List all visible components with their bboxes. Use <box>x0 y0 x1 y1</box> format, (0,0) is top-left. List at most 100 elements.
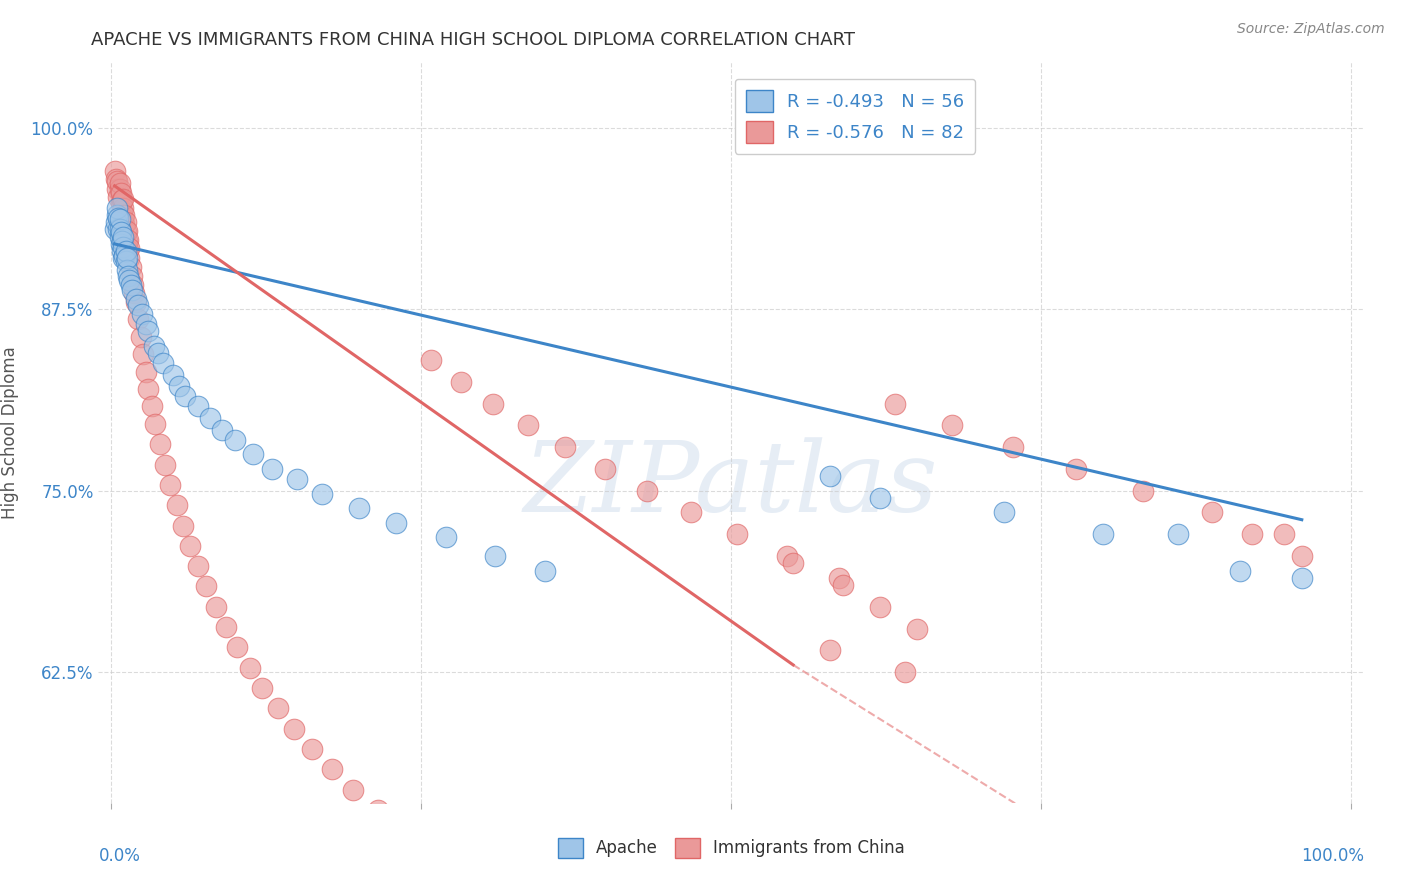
Point <box>105 201 128 215</box>
Point <box>725 527 748 541</box>
Point <box>198 411 221 425</box>
Point <box>115 252 138 266</box>
Point <box>114 254 136 268</box>
Text: ZIPatlas: ZIPatlas <box>524 437 938 533</box>
Point <box>179 539 201 553</box>
Point <box>367 803 389 817</box>
Point <box>516 418 538 433</box>
Point <box>391 823 413 838</box>
Point <box>114 244 136 259</box>
Text: 0.0%: 0.0% <box>98 847 141 865</box>
Point <box>135 317 157 331</box>
Point <box>105 182 128 196</box>
Point <box>941 418 963 433</box>
Point <box>224 433 246 447</box>
Point <box>114 208 136 222</box>
Point <box>534 564 557 578</box>
Point <box>117 268 139 283</box>
Point <box>162 368 184 382</box>
Point <box>118 252 141 266</box>
Point <box>1167 527 1189 541</box>
Point <box>311 486 333 500</box>
Point <box>267 701 290 715</box>
Text: Source: ZipAtlas.com: Source: ZipAtlas.com <box>1237 22 1385 37</box>
Point <box>1229 564 1251 578</box>
Point <box>434 530 457 544</box>
Point <box>828 571 851 585</box>
Point <box>112 240 135 254</box>
Point <box>112 229 135 244</box>
Point <box>104 215 127 229</box>
Point <box>120 277 142 292</box>
Point <box>108 212 131 227</box>
Point <box>831 578 853 592</box>
Point <box>1201 506 1223 520</box>
Point <box>146 345 169 359</box>
Point <box>894 665 917 680</box>
Point <box>250 681 273 695</box>
Point <box>118 273 141 287</box>
Legend: Apache, Immigrants from China: Apache, Immigrants from China <box>551 831 911 865</box>
Point <box>107 190 129 204</box>
Point <box>112 252 135 266</box>
Point <box>167 379 190 393</box>
Point <box>114 248 136 262</box>
Point <box>155 458 177 472</box>
Point <box>347 501 370 516</box>
Point <box>114 217 136 231</box>
Point <box>136 382 159 396</box>
Point <box>105 208 128 222</box>
Point <box>482 396 505 410</box>
Point <box>108 229 131 244</box>
Point <box>114 225 136 239</box>
Point <box>1291 549 1313 563</box>
Point <box>111 203 134 218</box>
Point <box>108 182 131 196</box>
Point <box>124 295 146 310</box>
Point <box>118 241 141 255</box>
Point <box>108 176 131 190</box>
Point <box>301 742 323 756</box>
Point <box>117 243 139 257</box>
Point <box>115 263 138 277</box>
Point <box>239 661 262 675</box>
Point <box>149 437 172 451</box>
Point <box>122 277 145 292</box>
Point <box>172 518 194 533</box>
Point <box>127 312 149 326</box>
Point <box>1001 440 1024 454</box>
Point <box>121 268 143 283</box>
Point <box>103 164 125 178</box>
Text: APACHE VS IMMIGRANTS FROM CHINA HIGH SCHOOL DIPLOMA CORRELATION CHART: APACHE VS IMMIGRANTS FROM CHINA HIGH SCH… <box>91 31 855 49</box>
Point <box>112 201 135 215</box>
Point <box>484 549 506 563</box>
Point <box>121 284 143 298</box>
Point <box>1274 527 1296 541</box>
Point <box>782 556 804 570</box>
Point <box>187 559 209 574</box>
Point <box>215 620 238 634</box>
Point <box>211 423 233 437</box>
Point <box>110 236 132 251</box>
Point <box>205 599 228 614</box>
Point <box>103 222 125 236</box>
Point <box>242 447 264 461</box>
Point <box>127 298 149 312</box>
Point <box>112 211 135 225</box>
Point <box>145 417 167 431</box>
Point <box>112 192 135 206</box>
Point <box>111 234 134 248</box>
Point <box>107 222 129 236</box>
Point <box>905 622 928 636</box>
Point <box>110 186 132 200</box>
Point <box>174 389 197 403</box>
Point <box>104 171 127 186</box>
Point <box>105 174 128 188</box>
Y-axis label: High School Diploma: High School Diploma <box>1 346 20 519</box>
Point <box>166 498 188 512</box>
Point <box>283 722 305 736</box>
Point <box>115 234 138 248</box>
Point <box>883 396 905 410</box>
Point <box>111 194 134 208</box>
Point <box>141 400 163 414</box>
